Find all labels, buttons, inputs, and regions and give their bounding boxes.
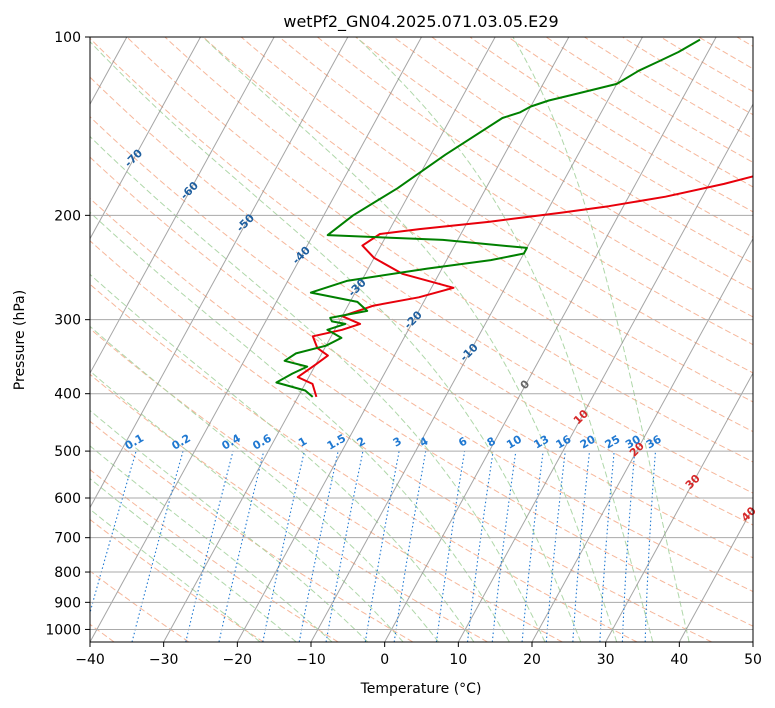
isotherm-line (236, 37, 570, 642)
dry-adiabat-line (90, 76, 753, 526)
background-lines (90, 37, 753, 642)
moist-adiabat-line (90, 478, 297, 642)
isotherm-line (605, 372, 753, 642)
x-tick-label: 30 (597, 652, 615, 668)
dry-adiabat-line (90, 420, 414, 642)
moist-adiabat-line (512, 37, 690, 642)
mixing-ratio-line (262, 450, 305, 642)
x-tick-label: −20 (223, 652, 253, 668)
mixing-ratio-line (185, 450, 234, 642)
y-tick-label: 700 (54, 531, 81, 547)
plot-frame (89, 36, 754, 643)
y-tick-label: 800 (54, 565, 81, 581)
y-tick-label: 400 (54, 387, 81, 403)
y-tick-label: 100 (54, 30, 81, 46)
moist-adiabat-line (90, 370, 404, 642)
x-tick-label: 50 (744, 652, 762, 668)
y-tick-label: 500 (54, 444, 81, 460)
dry-adiabat-line (278, 37, 753, 346)
mixing-ratio-line (521, 451, 544, 642)
dry-adiabat-line (90, 156, 753, 593)
x-tick-label: 0 (380, 652, 389, 668)
isotherm-line (90, 37, 201, 240)
y-axis-title: Pressure (hPa) (12, 290, 28, 390)
x-tick-label: 20 (523, 652, 541, 668)
isotherm-line (310, 37, 643, 642)
moist-adiabat-line (90, 325, 439, 642)
mixing-ratio-line (90, 450, 137, 615)
dewpoint-profile-line (275, 38, 701, 398)
x-tick-label: 10 (449, 652, 467, 668)
dry-adiabat-line (90, 240, 712, 642)
x-tick-label: 40 (670, 652, 688, 668)
moist-adiabat-line (90, 211, 510, 642)
dry-adiabat-line (90, 283, 638, 642)
mixing-ratio-line (572, 451, 591, 642)
temperature-profile-line (296, 175, 753, 398)
dry-adiabat-line (90, 197, 753, 627)
y-tick-label: 600 (54, 491, 81, 507)
mixing-ratio-line (218, 450, 265, 642)
profile-series (275, 38, 753, 398)
dry-adiabat-line (164, 37, 753, 433)
x-axis: −40 −30 −20 −10 0 10 20 30 40 50 (75, 642, 762, 668)
isotherm-line (90, 37, 275, 375)
mixing-ratio-line (491, 451, 517, 642)
moist-adiabat-line (202, 37, 618, 642)
moist-adiabat-line (90, 135, 546, 642)
mixing-ratio-line (466, 451, 494, 642)
dry-adiabat-line (90, 469, 339, 642)
isotherm-line (457, 103, 753, 642)
y-tick-label: 300 (54, 313, 81, 329)
dry-adiabat-line (393, 37, 753, 264)
moist-adiabat-line (90, 40, 582, 642)
isotherm-line (163, 37, 496, 642)
dry-adiabat-line (240, 37, 753, 374)
mixing-ratio-line (131, 450, 184, 642)
moist-adiabat-line (90, 508, 261, 642)
y-axis: 100 200 300 400 500 600 700 800 900 1000 (45, 30, 90, 638)
dry-adiabat-line (202, 37, 753, 403)
isotherm-line (384, 37, 717, 642)
isotherm-line (678, 506, 753, 642)
dry-adiabat-line (355, 37, 753, 291)
moist-adiabat-line (90, 409, 369, 642)
dry-adiabat-line (545, 37, 753, 163)
moist-adiabat-line (90, 445, 333, 642)
dry-adiabat-line (90, 116, 753, 559)
pressure-gridlines (90, 37, 753, 630)
x-tick-label: −10 (296, 652, 326, 668)
x-axis-title: Temperature (°C) (360, 681, 482, 697)
chart-title: wetPf2_GN04.2025.071.03.05.E29 (283, 12, 558, 32)
y-tick-label: 200 (54, 208, 81, 224)
x-tick-label: −40 (75, 652, 105, 668)
moist-adiabat-line (356, 37, 654, 642)
dry-adiabat-line (431, 37, 753, 238)
dry-adiabat-line (90, 518, 264, 642)
moist-adiabat-line (90, 273, 475, 642)
x-tick-label: −30 (149, 652, 179, 668)
mixing-ratio-line (545, 451, 566, 642)
isotherm-line (531, 237, 753, 642)
dry-adiabat-line (90, 328, 563, 642)
y-tick-label: 1000 (45, 622, 81, 638)
dry-adiabat-line (507, 37, 753, 188)
isotherm-line (90, 37, 349, 509)
isotherm-line (90, 37, 422, 642)
y-tick-label: 900 (54, 595, 81, 611)
mixing-ratio-line (435, 451, 466, 642)
